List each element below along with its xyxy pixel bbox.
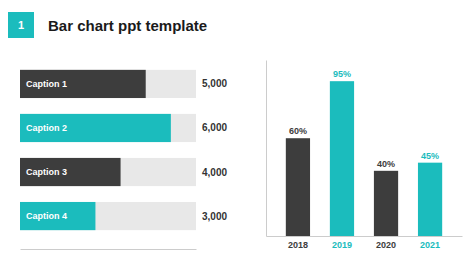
axis-line xyxy=(266,61,267,237)
tick-label: Caption 4 xyxy=(26,211,67,221)
bar xyxy=(20,114,171,142)
tick: Caption 3 xyxy=(26,167,67,177)
data-labels: 60% 95% 40% 45% xyxy=(289,69,439,169)
axis-line xyxy=(21,249,197,250)
tick-label: Caption 3 xyxy=(26,167,67,177)
bar xyxy=(330,81,354,236)
bar-tracks xyxy=(20,70,196,230)
header: 1 Bar chart ppt template xyxy=(0,0,207,38)
y-axis xyxy=(266,61,267,237)
x-axis xyxy=(21,249,197,250)
bar xyxy=(20,158,121,186)
tick-label: 2021 xyxy=(420,240,440,250)
bars xyxy=(20,70,171,230)
badge xyxy=(8,12,34,38)
chart-root: 1Bar chart ppt templateCaption 1Caption … xyxy=(0,0,474,266)
tick: 2020 xyxy=(376,240,396,250)
tick: Caption 2 xyxy=(26,123,67,133)
data-label: 5,000 xyxy=(202,78,227,89)
tick-label: 2018 xyxy=(288,240,308,250)
data-label: 6,000 xyxy=(202,122,227,133)
data-label: 3,000 xyxy=(202,211,227,222)
vertical-bar-panel: 2018 2019 2020 2021 60% 95% 40% 45% xyxy=(267,61,463,251)
tick: Caption 1 xyxy=(26,79,67,89)
bar xyxy=(374,171,398,236)
bar-track xyxy=(20,114,196,142)
bar xyxy=(418,163,442,236)
tick: 2018 xyxy=(288,240,308,250)
tick-label: 2019 xyxy=(332,240,352,250)
bars xyxy=(286,81,442,236)
bar-track xyxy=(20,202,196,230)
tick-label: Caption 1 xyxy=(26,79,67,89)
tick: Caption 4 xyxy=(26,211,67,221)
data-label: 60% xyxy=(289,126,307,136)
tick: 2021 xyxy=(420,240,440,250)
badge-number: 1 xyxy=(18,19,24,31)
bar-track xyxy=(20,158,196,186)
bar xyxy=(20,70,146,98)
bar xyxy=(20,202,95,230)
data-label: 45% xyxy=(421,151,439,161)
chart-title: Bar chart ppt template xyxy=(48,17,207,34)
data-label: 40% xyxy=(377,159,395,169)
tick-label: 2020 xyxy=(376,240,396,250)
tick: 2019 xyxy=(332,240,352,250)
horizontal-bar-panel: Caption 1 Caption 2 Caption 3 Caption 4 5,00… xyxy=(20,70,227,250)
tick-label: Caption 2 xyxy=(26,123,67,133)
data-label: 4,000 xyxy=(202,167,227,178)
data-label: 95% xyxy=(333,69,351,79)
axis-line xyxy=(267,236,463,237)
y-axis: Caption 1 Caption 2 Caption 3 Caption 4 xyxy=(26,79,67,221)
x-axis: 2018 2019 2020 2021 xyxy=(267,237,463,251)
data-labels: 5,000 6,000 4,000 3,000 xyxy=(202,78,227,221)
bar xyxy=(286,138,310,236)
bar-track xyxy=(20,70,196,98)
